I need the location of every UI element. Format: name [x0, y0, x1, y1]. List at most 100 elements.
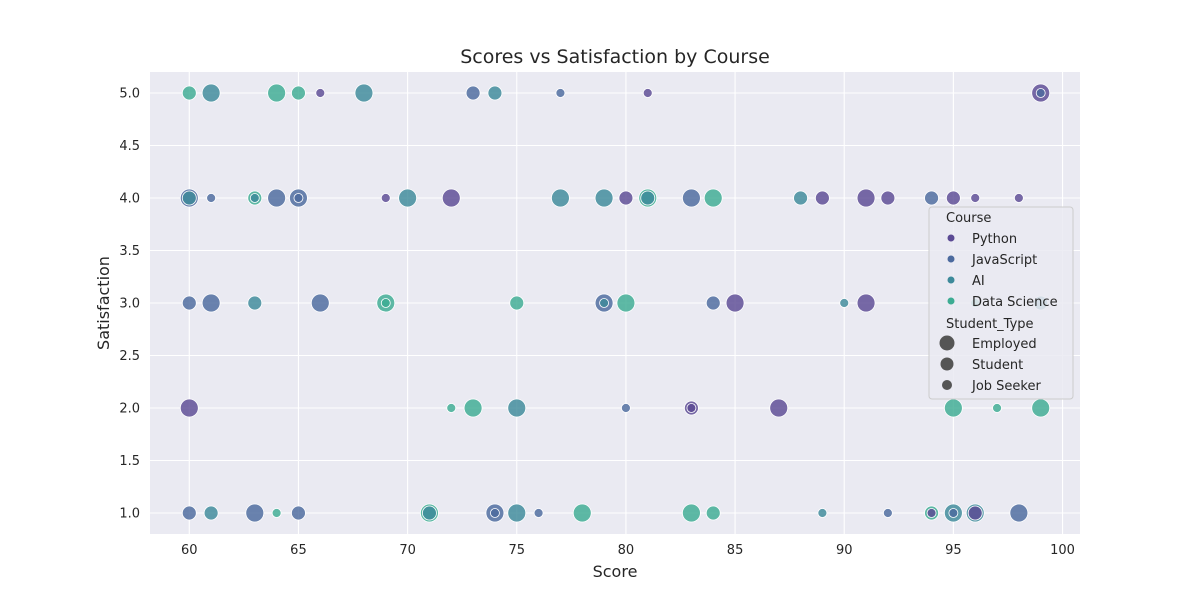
data-point [682, 188, 701, 208]
data-point [970, 193, 981, 203]
data-point [201, 83, 221, 103]
legend-title-course: Course [946, 211, 991, 226]
y-tick-label: 3.5 [119, 244, 140, 259]
y-tick-label: 2.5 [119, 349, 140, 364]
data-point [1031, 398, 1051, 418]
data-point [682, 503, 701, 523]
data-point [509, 295, 525, 311]
x-tick-label: 90 [836, 543, 853, 558]
data-point [926, 508, 937, 518]
y-tick-labels: 1.0 1.5 2.0 2.5 3.0 3.5 4.0 4.5 5.0 [119, 87, 140, 522]
data-point [551, 188, 570, 208]
y-tick-label: 3.0 [119, 297, 140, 312]
data-point [924, 190, 939, 206]
data-point [1013, 193, 1024, 203]
legend-size-marker [939, 335, 955, 351]
data-point [705, 505, 721, 521]
legend-size-marker [940, 357, 954, 371]
data-point [247, 295, 263, 311]
data-point [533, 508, 544, 518]
legend-size-marker [942, 380, 952, 390]
legend-marker [947, 255, 955, 263]
data-point [880, 190, 896, 206]
data-point [943, 398, 963, 418]
y-tick-label: 1.0 [119, 507, 140, 522]
legend-title-student-type: Student_Type [946, 317, 1034, 332]
x-tick-label: 70 [399, 543, 416, 558]
legend-label: Employed [972, 337, 1037, 352]
legend-label: Data Science [972, 295, 1058, 310]
x-tick-label: 75 [508, 543, 525, 558]
data-point [793, 190, 808, 206]
data-point [267, 188, 287, 208]
y-tick-label: 1.5 [119, 454, 140, 469]
data-point [594, 188, 614, 208]
data-point [992, 403, 1002, 413]
data-point [948, 508, 959, 518]
data-point [642, 88, 653, 98]
data-point [398, 188, 418, 208]
data-point [769, 398, 789, 418]
data-point [179, 398, 199, 418]
data-point [621, 403, 631, 413]
data-point [245, 503, 265, 523]
data-point [703, 188, 723, 208]
data-point [267, 83, 287, 103]
data-point [487, 85, 503, 101]
legend-label: Job Seeker [971, 379, 1041, 394]
data-point [555, 88, 566, 98]
legend-box [928, 206, 1074, 400]
data-point [181, 85, 197, 101]
x-tick-labels: 60 65 70 75 80 85 90 95 100 [181, 543, 1075, 558]
data-point [249, 193, 260, 203]
data-point [618, 190, 634, 206]
data-point [817, 508, 828, 518]
x-tick-label: 100 [1050, 543, 1075, 558]
data-point [441, 188, 461, 208]
data-point [380, 298, 391, 308]
data-point [293, 193, 304, 203]
legend: Course Python JavaScript AI Data Science St… [928, 206, 1074, 400]
data-point [181, 190, 197, 206]
y-tick-label: 2.0 [119, 402, 140, 417]
data-point [1035, 88, 1046, 98]
legend-label: JavaScript [971, 253, 1037, 268]
legend-marker [947, 297, 955, 305]
data-point [446, 403, 457, 413]
y-tick-label: 4.0 [119, 192, 140, 207]
data-point [640, 190, 656, 206]
data-point [181, 505, 197, 521]
data-point [814, 190, 830, 206]
data-point [315, 88, 326, 98]
data-point [856, 188, 876, 208]
data-point [507, 503, 527, 523]
data-point [291, 85, 306, 101]
data-point [181, 295, 197, 311]
legend-marker [947, 234, 955, 242]
data-point [705, 295, 721, 311]
data-point [465, 85, 481, 101]
chart-title: Scores vs Satisfaction by Course [460, 46, 770, 68]
data-point [856, 293, 876, 313]
data-point [1009, 503, 1029, 523]
data-point [291, 505, 306, 521]
x-tick-label: 85 [727, 543, 744, 558]
data-point [507, 398, 527, 418]
data-point [201, 293, 221, 313]
y-tick-label: 5.0 [119, 87, 140, 102]
data-point [945, 190, 961, 206]
data-point [686, 403, 697, 413]
y-tick-label: 4.5 [119, 139, 140, 154]
legend-label: AI [972, 274, 985, 289]
x-tick-label: 80 [618, 543, 635, 558]
data-point [599, 298, 609, 308]
legend-course-entries: Python JavaScript AI Data Science [947, 232, 1058, 310]
x-tick-label: 95 [945, 543, 962, 558]
legend-label: Student [972, 358, 1023, 373]
data-point [203, 505, 219, 521]
data-point [206, 193, 217, 203]
data-point [616, 293, 636, 313]
x-tick-label: 60 [181, 543, 198, 558]
data-point [839, 298, 850, 308]
